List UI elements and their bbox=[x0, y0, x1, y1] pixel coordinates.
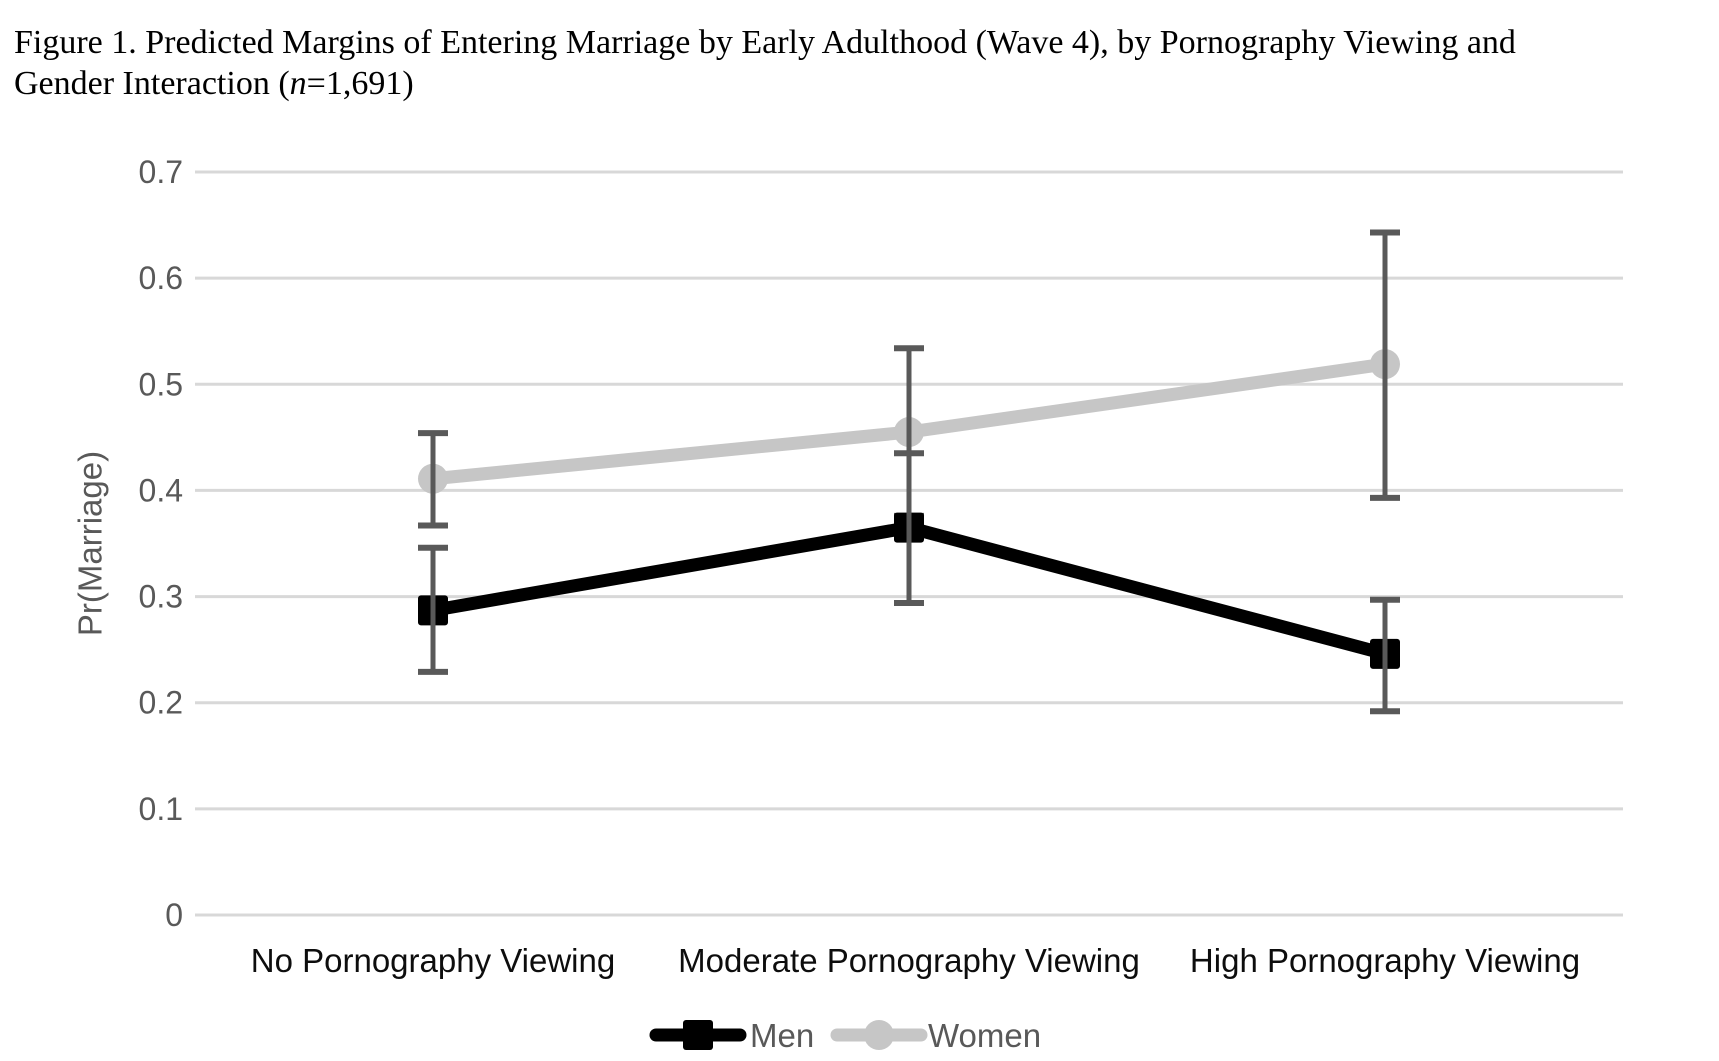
x-category-label-1: Moderate Pornography Viewing bbox=[678, 942, 1140, 979]
y-tick-label-0.2: 0.2 bbox=[139, 685, 183, 721]
figure-title-line2-prefix: Gender Interaction ( bbox=[14, 65, 290, 103]
figure-title: Figure 1. Predicted Margins of Entering … bbox=[14, 22, 1714, 105]
legend-women-label: Women bbox=[928, 1017, 1041, 1054]
y-tick-label-0.5: 0.5 bbox=[139, 366, 183, 402]
y-tick-label-0.1: 0.1 bbox=[139, 791, 183, 827]
y-axis-title: Pr(Marriage) bbox=[72, 451, 109, 636]
x-category-label-0: No Pornography Viewing bbox=[251, 942, 615, 979]
y-tick-label-0.7: 0.7 bbox=[139, 154, 183, 190]
figure-title-n-italic: n bbox=[289, 65, 307, 103]
x-category-label-2: High Pornography Viewing bbox=[1190, 942, 1580, 979]
y-tick-label-0: 0 bbox=[165, 897, 183, 933]
figure-title-line1: Figure 1. Predicted Margins of Entering … bbox=[14, 24, 1516, 61]
legend-women-marker bbox=[864, 1020, 894, 1050]
y-tick-label-0.6: 0.6 bbox=[139, 260, 183, 296]
y-tick-label-0.4: 0.4 bbox=[139, 472, 183, 508]
legend-men-marker bbox=[683, 1020, 713, 1050]
legend-men-label: Men bbox=[750, 1017, 814, 1054]
y-tick-label-0.3: 0.3 bbox=[139, 579, 183, 615]
figure-title-line2-suffix: =1,691) bbox=[306, 65, 414, 103]
